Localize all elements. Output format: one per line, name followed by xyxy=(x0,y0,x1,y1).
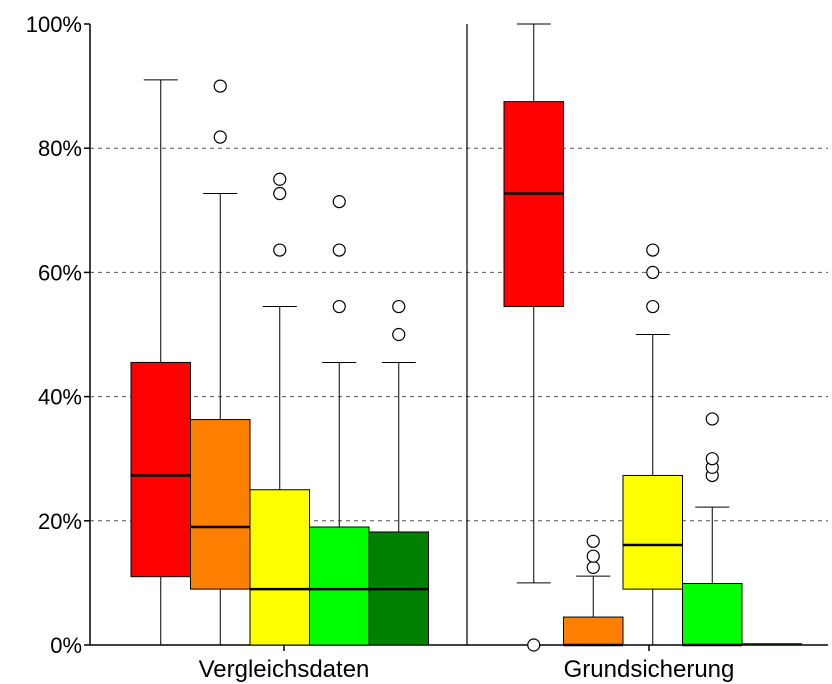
y-tick-label: 100% xyxy=(26,12,82,37)
box-body xyxy=(622,474,683,590)
box-body xyxy=(309,526,370,646)
box-0-0 xyxy=(130,79,191,645)
box-body xyxy=(190,419,251,590)
box-1-3 xyxy=(682,412,743,647)
outlier-point xyxy=(705,412,719,426)
outlier-point xyxy=(273,186,287,201)
box-body xyxy=(249,489,310,646)
outlier-point xyxy=(392,327,406,342)
box-1-0 xyxy=(503,23,564,652)
outlier-point xyxy=(332,299,346,314)
box-body xyxy=(503,101,564,308)
outlier-point xyxy=(213,79,227,93)
outlier-point xyxy=(586,549,600,563)
y-tick-label: 40% xyxy=(38,385,82,410)
box-body xyxy=(130,361,191,578)
outlier-point xyxy=(392,299,406,314)
box-0-4 xyxy=(368,299,429,646)
box-body xyxy=(741,643,802,646)
y-tick-label: 20% xyxy=(38,509,82,534)
outlier-point xyxy=(646,299,660,314)
box-body xyxy=(682,583,743,646)
labels: 0% 20% 40% 60% 80% 100% Vergleichsdaten Grundsi… xyxy=(26,12,735,683)
y-tick-label: 0% xyxy=(50,633,82,658)
box-1-1 xyxy=(563,534,624,647)
outlier-point xyxy=(646,243,660,257)
box-body xyxy=(563,616,624,646)
y-tick-label: 80% xyxy=(38,136,82,161)
outlier-point xyxy=(273,243,287,257)
outlier-point xyxy=(586,534,600,548)
box-0-3 xyxy=(309,195,370,646)
box-0-2 xyxy=(249,172,310,646)
outlier-point xyxy=(332,243,346,257)
box-1-2 xyxy=(622,243,683,645)
group-label-0: Vergleichsdaten xyxy=(199,656,370,683)
outlier-point xyxy=(705,452,719,466)
box-1-4 xyxy=(741,643,802,646)
outlier-point xyxy=(273,172,287,186)
outlier-point xyxy=(586,560,600,574)
outlier-point xyxy=(527,638,541,652)
group-1 xyxy=(503,23,802,652)
box-0-1 xyxy=(190,79,251,645)
group-0 xyxy=(130,79,429,646)
y-tick-label: 60% xyxy=(38,260,82,285)
group-label-1: Grundsicherung xyxy=(564,656,735,683)
outlier-point xyxy=(332,195,346,209)
boxes xyxy=(130,23,802,652)
outlier-point xyxy=(646,265,660,279)
outlier-point xyxy=(213,130,227,144)
